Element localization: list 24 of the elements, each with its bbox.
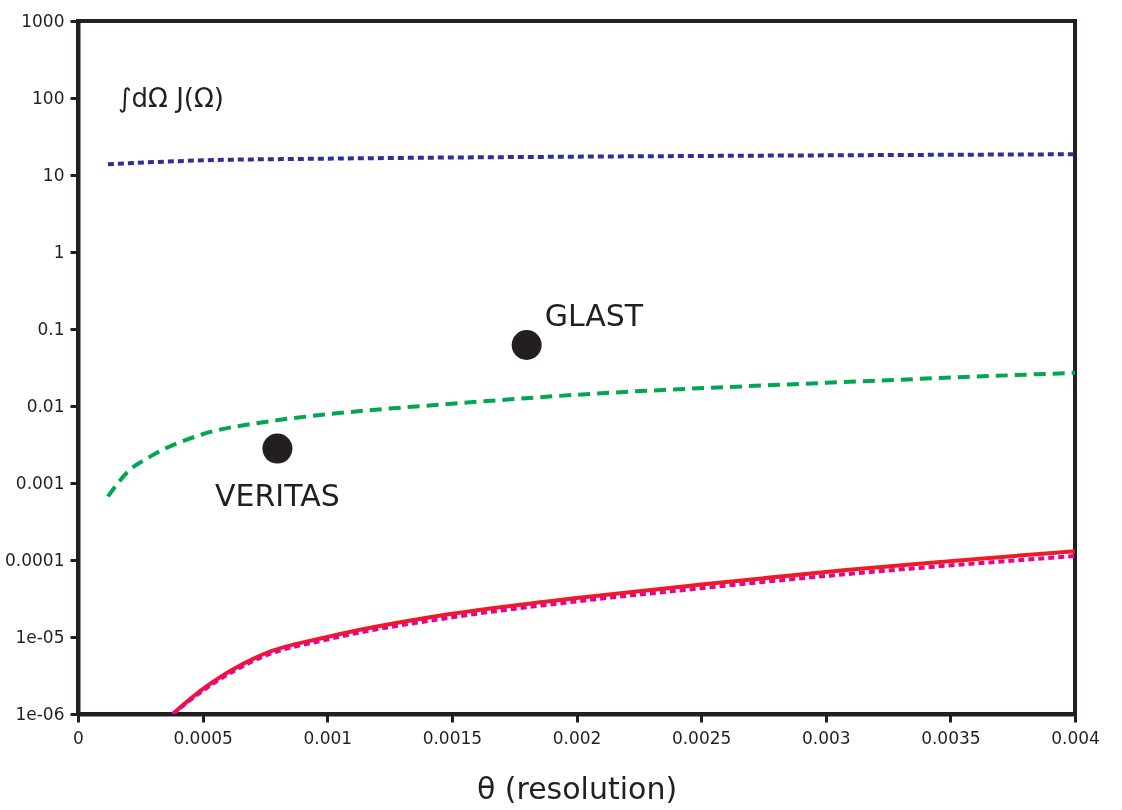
x-tick-label: 0.0025 — [671, 727, 732, 748]
y-tick-label: 1e-05 — [15, 626, 65, 647]
series-label: GLAST — [544, 297, 644, 333]
x-tick-label: 0.004 — [1051, 727, 1100, 748]
x-tick-label: 0.0035 — [921, 727, 981, 748]
y-tick-label: 0.01 — [26, 395, 65, 416]
y-tick-label: 1e-06 — [15, 703, 65, 724]
y-tick-label: 10 — [42, 164, 65, 185]
y-tick-label: 0.0001 — [5, 549, 65, 570]
x-tick-label: 0.0005 — [173, 727, 233, 748]
y-tick-label: 100 — [32, 87, 65, 108]
x-tick-label: 0.002 — [552, 727, 602, 748]
annotation: ∫dΩ J(Ω) — [118, 83, 225, 113]
x-tick-label: 0.001 — [303, 727, 353, 748]
x-axis-title: θ (resolution) — [476, 770, 678, 806]
y-tick-label: 0.1 — [37, 318, 65, 339]
series-label: VERITAS — [215, 477, 340, 513]
x-tick-label: 0 — [73, 727, 84, 748]
y-tick-label: 0.001 — [15, 472, 65, 493]
line-series — [105, 152, 1075, 167]
x-tick-label: 0.003 — [801, 727, 851, 748]
x-tick-label: 0.0015 — [422, 727, 483, 748]
y-tick-label: 1 — [53, 241, 65, 262]
y-tick-label: 1000 — [21, 10, 65, 31]
